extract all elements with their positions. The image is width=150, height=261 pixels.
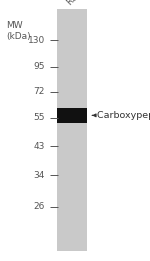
Text: 43: 43 — [34, 142, 45, 151]
Text: 72: 72 — [34, 87, 45, 96]
Text: Rat pancreas: Rat pancreas — [66, 0, 112, 7]
Text: 95: 95 — [33, 62, 45, 71]
Text: MW
(kDa): MW (kDa) — [6, 21, 31, 41]
Text: Carboxypeptidase B: Carboxypeptidase B — [97, 111, 150, 120]
Bar — [57, 9, 87, 251]
Text: 130: 130 — [28, 36, 45, 45]
Bar — [57, 108, 87, 123]
Text: 55: 55 — [33, 114, 45, 122]
Text: 26: 26 — [34, 202, 45, 211]
Text: 34: 34 — [34, 171, 45, 180]
